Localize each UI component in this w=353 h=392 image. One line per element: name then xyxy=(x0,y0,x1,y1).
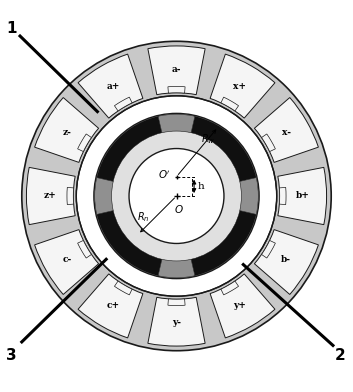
Text: y-: y- xyxy=(172,318,181,327)
Wedge shape xyxy=(221,97,239,111)
Wedge shape xyxy=(158,259,195,278)
Wedge shape xyxy=(210,54,275,118)
Wedge shape xyxy=(78,240,91,258)
Text: $R_w$: $R_w$ xyxy=(201,132,216,146)
Text: z-: z- xyxy=(62,128,71,137)
Wedge shape xyxy=(168,87,185,93)
Text: $O$: $O$ xyxy=(174,203,184,215)
Text: 1: 1 xyxy=(6,22,17,36)
Wedge shape xyxy=(114,97,132,111)
Circle shape xyxy=(129,149,224,243)
Text: 3: 3 xyxy=(6,348,17,363)
Wedge shape xyxy=(148,46,205,95)
Text: x-: x- xyxy=(282,128,291,137)
Circle shape xyxy=(76,96,277,296)
Wedge shape xyxy=(95,178,113,214)
Wedge shape xyxy=(279,187,286,205)
Wedge shape xyxy=(278,167,327,225)
Wedge shape xyxy=(262,240,275,258)
Wedge shape xyxy=(148,297,205,346)
Wedge shape xyxy=(78,54,143,118)
Text: z+: z+ xyxy=(43,192,56,200)
Wedge shape xyxy=(240,178,258,214)
Text: a+: a+ xyxy=(107,82,120,91)
Wedge shape xyxy=(26,167,75,225)
Circle shape xyxy=(94,113,259,279)
Wedge shape xyxy=(221,281,239,295)
Wedge shape xyxy=(35,98,98,162)
Wedge shape xyxy=(78,134,91,152)
Wedge shape xyxy=(114,281,132,295)
Text: a-: a- xyxy=(172,65,181,74)
Wedge shape xyxy=(255,98,318,162)
Wedge shape xyxy=(158,114,195,133)
Text: $O'$: $O'$ xyxy=(158,169,170,181)
Circle shape xyxy=(22,41,331,351)
Wedge shape xyxy=(191,211,256,276)
Text: b+: b+ xyxy=(296,192,310,200)
Wedge shape xyxy=(78,274,143,338)
Text: 2: 2 xyxy=(335,348,345,363)
Wedge shape xyxy=(67,187,74,205)
Text: c+: c+ xyxy=(107,301,120,310)
Wedge shape xyxy=(168,299,185,305)
Wedge shape xyxy=(262,134,275,152)
Text: x+: x+ xyxy=(233,82,246,91)
Text: h: h xyxy=(198,182,204,191)
Wedge shape xyxy=(97,211,162,276)
Wedge shape xyxy=(97,116,162,181)
Text: y+: y+ xyxy=(233,301,246,310)
Text: c-: c- xyxy=(62,255,71,264)
Wedge shape xyxy=(255,230,318,294)
Text: b-: b- xyxy=(281,255,291,264)
Text: $R_n$: $R_n$ xyxy=(137,211,149,224)
Wedge shape xyxy=(191,116,256,181)
Wedge shape xyxy=(210,274,275,338)
Wedge shape xyxy=(35,230,98,294)
